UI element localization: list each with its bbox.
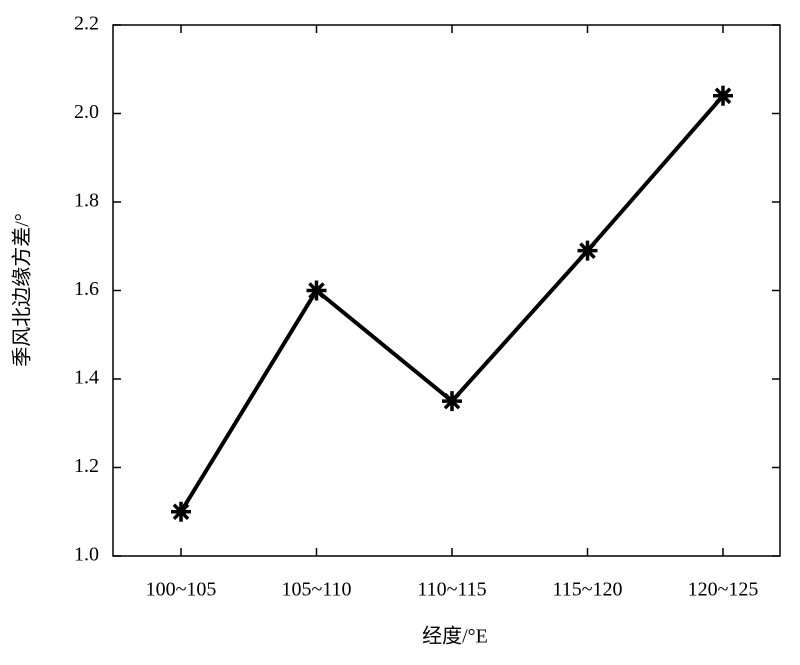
x-axis-label: 经度/°E xyxy=(422,625,488,648)
marker xyxy=(171,501,191,522)
x-tick-label: 110~115 xyxy=(417,579,486,601)
y-tick-label: 2.0 xyxy=(74,101,99,123)
x-tick-label: 120~125 xyxy=(688,579,759,601)
x-tick-label: 105~110 xyxy=(281,579,351,601)
y-tick-label: 1.2 xyxy=(74,455,99,477)
x-tick-label: 115~120 xyxy=(552,579,622,601)
y-tick-label: 2.2 xyxy=(74,13,99,35)
marker xyxy=(713,85,733,106)
y-tick-label: 1.6 xyxy=(74,278,99,300)
marker xyxy=(442,391,462,412)
marker xyxy=(306,280,327,301)
y-axis-label: 季风北边缘方差/° xyxy=(11,213,34,367)
plot-frame xyxy=(112,24,781,557)
x-tick-label: 100~105 xyxy=(146,579,217,601)
y-tick-label: 1.4 xyxy=(74,367,99,389)
y-tick-label: 1.0 xyxy=(74,544,99,566)
marker xyxy=(577,240,598,261)
y-tick-label: 1.8 xyxy=(74,190,99,212)
data-line xyxy=(179,94,725,513)
